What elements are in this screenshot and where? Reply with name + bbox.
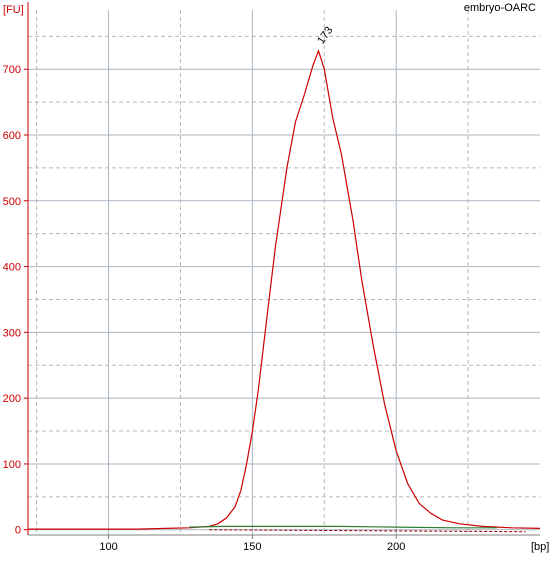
y-tick-label: 500: [3, 196, 21, 208]
y-tick-label: 700: [3, 64, 21, 76]
y-tick-label: 200: [3, 393, 21, 405]
y-tick-label: 600: [3, 130, 21, 142]
y-tick-label: 100: [3, 459, 21, 471]
series-lines: [28, 48, 541, 533]
y-tick-label: 400: [3, 262, 21, 274]
axes: [27, 2, 540, 536]
x-tick-label: 150: [243, 541, 261, 553]
y-tick-label: 300: [3, 327, 21, 339]
x-axis-ticks: 100 150 200: [99, 535, 405, 553]
baseline-dashed: [209, 529, 526, 533]
y-axis-ticks: 0 100 200 300 400 500 600 700: [3, 64, 28, 537]
secondary-trace: [189, 525, 497, 529]
y-axis-unit: [FU]: [3, 4, 24, 16]
y-tick-label: 0: [15, 525, 21, 537]
x-tick-label: 100: [99, 541, 117, 553]
grid-lines: [28, 10, 540, 535]
signal-trace: [28, 48, 541, 530]
x-axis-unit: [bp]: [531, 541, 549, 553]
chart-title: embryo-OARC: [464, 2, 536, 14]
x-tick-label: 200: [387, 541, 405, 553]
plot-area: [28, 10, 540, 535]
